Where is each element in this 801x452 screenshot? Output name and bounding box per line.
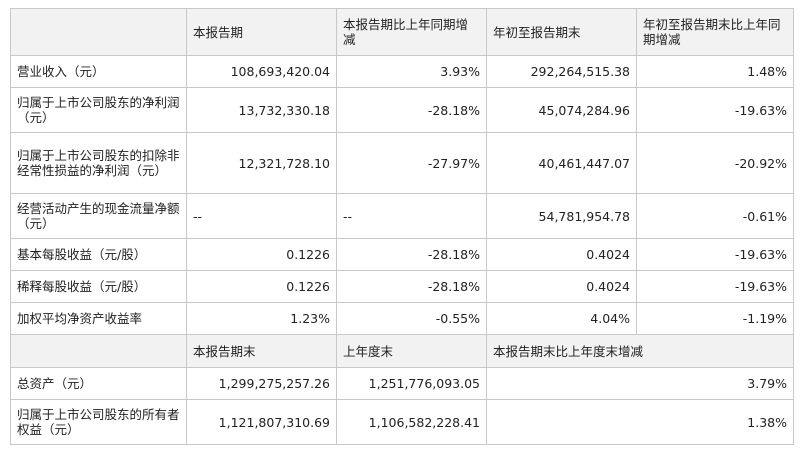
- table-cell: 1,251,776,093.05: [336, 367, 487, 400]
- table-cell: -19.63%: [636, 270, 794, 303]
- table-row: 经营活动产生的现金流量净额（元） -- -- 54,781,954.78 -0.…: [10, 193, 794, 239]
- table-cell: 0.1226: [186, 270, 337, 303]
- header-cell-current-period-yoy: 本报告期比上年同期增减: [336, 8, 487, 56]
- row-label: 归属于上市公司股东的净利润（元）: [10, 87, 187, 133]
- header-cell-prior-year-end: 上年度末: [336, 334, 487, 368]
- header-cell-ytd-yoy: 年初至报告期末比上年同期增减: [636, 8, 794, 56]
- table-header-row: 本报告期 本报告期比上年同期增减 年初至报告期末 年初至报告期末比上年同期增减: [10, 8, 794, 56]
- table-cell: -19.63%: [636, 87, 794, 133]
- header-cell-current-period: 本报告期: [186, 8, 337, 56]
- table-cell: 0.4024: [486, 238, 637, 271]
- table-cell: 108,693,420.04: [186, 55, 337, 88]
- table-cell: 1.23%: [186, 302, 337, 335]
- header-cell: [10, 8, 187, 56]
- table-cell: -28.18%: [336, 87, 487, 133]
- row-label: 归属于上市公司股东的扣除非经常性损益的净利润（元）: [10, 132, 187, 194]
- header-cell-change-vs-prior-year-end: 本报告期末比上年度末增减: [486, 334, 794, 368]
- table-cell: 13,732,330.18: [186, 87, 337, 133]
- table-row: 归属于上市公司股东的净利润（元） 13,732,330.18 -28.18% 4…: [10, 87, 794, 133]
- table-cell: 40,461,447.07: [486, 132, 637, 194]
- table-cell: -0.55%: [336, 302, 487, 335]
- financial-summary-table: 本报告期 本报告期比上年同期增减 年初至报告期末 年初至报告期末比上年同期增减 …: [10, 8, 794, 445]
- table-cell: -0.61%: [636, 193, 794, 239]
- row-label: 总资产（元）: [10, 367, 187, 400]
- row-label: 经营活动产生的现金流量净额（元）: [10, 193, 187, 239]
- table-cell: 0.1226: [186, 238, 337, 271]
- table-cell: 54,781,954.78: [486, 193, 637, 239]
- table-cell: 1,121,807,310.69: [186, 399, 337, 445]
- header-cell-period-end: 本报告期末: [186, 334, 337, 368]
- table-cell: -28.18%: [336, 238, 487, 271]
- table-cell: 3.93%: [336, 55, 487, 88]
- table-row: 归属于上市公司股东的所有者权益（元） 1,121,807,310.69 1,10…: [10, 399, 794, 445]
- table-row: 归属于上市公司股东的扣除非经常性损益的净利润（元） 12,321,728.10 …: [10, 132, 794, 194]
- table-cell: -28.18%: [336, 270, 487, 303]
- table-row: 稀释每股收益（元/股） 0.1226 -28.18% 0.4024 -19.63…: [10, 270, 794, 303]
- table-subheader-row: 本报告期末 上年度末 本报告期末比上年度末增减: [10, 334, 794, 368]
- table-cell: 1,299,275,257.26: [186, 367, 337, 400]
- row-label: 基本每股收益（元/股）: [10, 238, 187, 271]
- header-cell-ytd: 年初至报告期末: [486, 8, 637, 56]
- table-cell: 1.48%: [636, 55, 794, 88]
- row-label: 营业收入（元）: [10, 55, 187, 88]
- row-label: 加权平均净资产收益率: [10, 302, 187, 335]
- table-cell: 4.04%: [486, 302, 637, 335]
- header-cell: [10, 334, 187, 368]
- table-row: 总资产（元） 1,299,275,257.26 1,251,776,093.05…: [10, 367, 794, 400]
- table-cell: 292,264,515.38: [486, 55, 637, 88]
- table-cell: --: [336, 193, 487, 239]
- table-row: 基本每股收益（元/股） 0.1226 -28.18% 0.4024 -19.63…: [10, 238, 794, 271]
- table-cell: 0.4024: [486, 270, 637, 303]
- table-cell: 12,321,728.10: [186, 132, 337, 194]
- table-cell: -19.63%: [636, 238, 794, 271]
- row-label: 归属于上市公司股东的所有者权益（元）: [10, 399, 187, 445]
- table-cell: 1,106,582,228.41: [336, 399, 487, 445]
- table-cell: 45,074,284.96: [486, 87, 637, 133]
- table-cell: 3.79%: [486, 367, 794, 400]
- table-cell: -1.19%: [636, 302, 794, 335]
- table-cell: -20.92%: [636, 132, 794, 194]
- table-row: 营业收入（元） 108,693,420.04 3.93% 292,264,515…: [10, 55, 794, 88]
- table-cell: --: [186, 193, 337, 239]
- row-label: 稀释每股收益（元/股）: [10, 270, 187, 303]
- table-cell: 1.38%: [486, 399, 794, 445]
- table-row: 加权平均净资产收益率 1.23% -0.55% 4.04% -1.19%: [10, 302, 794, 335]
- table-cell: -27.97%: [336, 132, 487, 194]
